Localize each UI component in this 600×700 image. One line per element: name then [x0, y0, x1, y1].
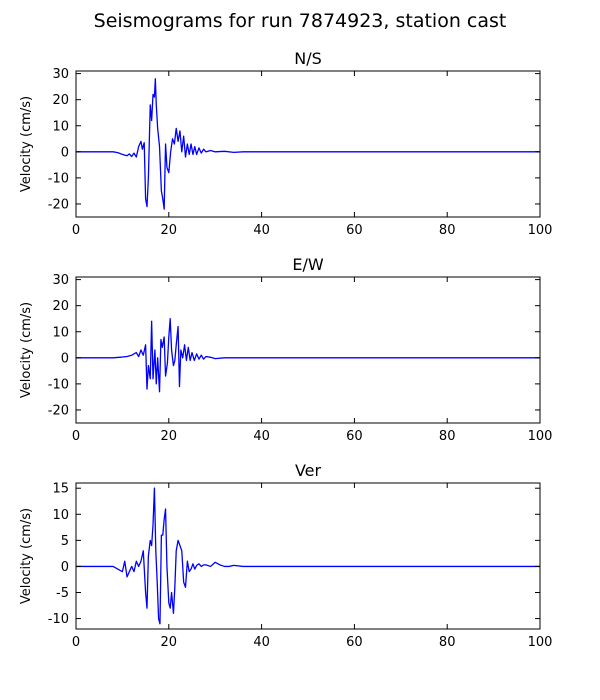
series-line-0: [76, 318, 540, 393]
y-tick-label: 30: [52, 67, 69, 82]
x-tick-label: 100: [528, 223, 553, 238]
x-tick-label: 60: [346, 429, 363, 444]
x-tick-label: 20: [161, 223, 178, 238]
y-tick-label: 10: [52, 119, 69, 134]
y-tick-label: 10: [52, 325, 69, 340]
y-tick-label: 20: [52, 299, 69, 314]
chart-panel-2: Ver Velocity (cm/s) 0 20 40 60 80 100 -10 -5 0 5 10 1…: [19, 461, 552, 650]
x-tick-label: 40: [253, 429, 270, 444]
y-tick-label: 0: [61, 145, 69, 160]
y-tick-label: 5: [61, 534, 69, 549]
x-tick-label: 80: [439, 635, 456, 650]
x-tick-label: 60: [346, 223, 363, 238]
x-tick-label: 40: [253, 635, 270, 650]
chart-panel-0: N/S Velocity (cm/s) 0 20 40 60 80 100 -20 -10 0 10 2…: [19, 49, 552, 238]
y-tick-label: -10: [48, 171, 69, 186]
y-axis-label: Velocity (cm/s): [19, 508, 34, 604]
y-tick-label: 0: [61, 351, 69, 366]
y-tick-label: 30: [52, 273, 69, 288]
y-tick-label: -20: [48, 197, 69, 212]
y-tick-label: 15: [52, 482, 69, 497]
plot-frame: [75, 482, 541, 630]
x-tick-label: 80: [439, 429, 456, 444]
panel-title: E/W: [292, 255, 324, 274]
y-tick-label: -10: [48, 612, 69, 627]
y-tick-label: -10: [48, 377, 69, 392]
y-tick-label: -5: [56, 586, 69, 601]
x-tick-label: 100: [528, 429, 553, 444]
x-tick-label: 20: [161, 635, 178, 650]
y-tick-label: 20: [52, 93, 69, 108]
chart-panel-1: E/W Velocity (cm/s) 0 20 40 60 80 100 -20 -10 0 10 2…: [19, 255, 552, 444]
x-tick-label: 20: [161, 429, 178, 444]
x-tick-label: 40: [253, 223, 270, 238]
x-tick-label: 80: [439, 223, 456, 238]
plot-frame: [75, 70, 541, 218]
y-tick-label: -20: [48, 403, 69, 418]
x-tick-label: 0: [72, 429, 80, 444]
x-tick-label: 0: [72, 223, 80, 238]
y-axis-label: Velocity (cm/s): [19, 96, 34, 192]
y-axis-label: Velocity (cm/s): [19, 302, 34, 398]
plot-frame: [75, 276, 541, 424]
y-tick-label: 0: [61, 560, 69, 575]
panel-title: N/S: [294, 49, 322, 68]
x-tick-label: 100: [528, 635, 553, 650]
panel-title: Ver: [295, 461, 322, 480]
series-line-0: [76, 78, 540, 210]
figure-title: Seismograms for run 7874923, station cas…: [93, 10, 507, 32]
x-tick-label: 60: [346, 635, 363, 650]
x-tick-label: 0: [72, 635, 80, 650]
series-line-0: [76, 487, 540, 625]
y-tick-label: 10: [52, 508, 69, 523]
